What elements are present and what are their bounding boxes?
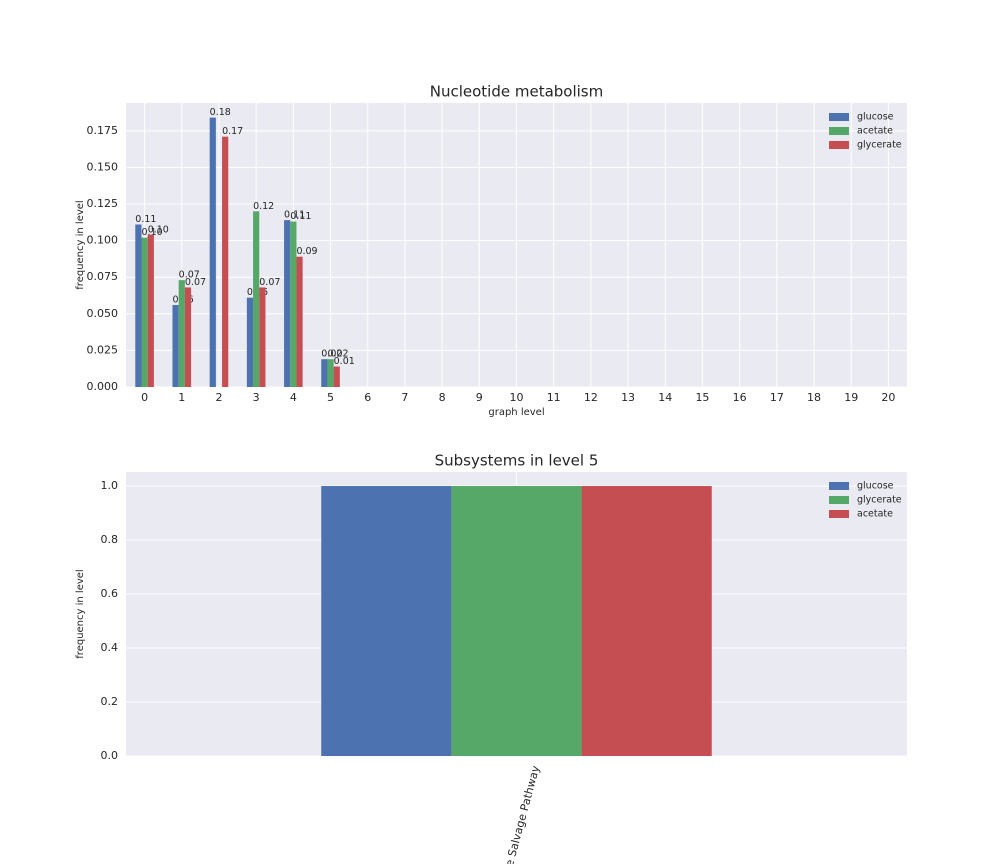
x-axis-label: graph level <box>488 407 544 418</box>
bar <box>147 234 154 387</box>
legend-swatch <box>829 141 849 149</box>
value-label: 0.17 <box>222 126 243 137</box>
x-tick-label: 20 <box>881 391 895 404</box>
bar <box>222 136 229 387</box>
legend-swatch <box>829 510 849 518</box>
bar <box>259 287 266 387</box>
y-tick-label: 0.000 <box>87 380 119 393</box>
value-label: 0.10 <box>148 224 169 235</box>
value-label: 0.18 <box>210 107 231 118</box>
bar <box>284 220 291 387</box>
x-tick-label: 3 <box>253 391 260 404</box>
x-tick-label: 8 <box>439 391 446 404</box>
value-label: 0.11 <box>135 214 156 225</box>
bar <box>172 305 179 387</box>
y-tick-label: 0.100 <box>87 234 119 247</box>
x-tick-label: 15 <box>695 391 709 404</box>
chart-title: Subsystems in level 5 <box>435 452 599 470</box>
y-tick-label: 0.125 <box>87 197 119 210</box>
legend-swatch <box>829 496 849 504</box>
y-tick-label: 0.4 <box>101 641 119 654</box>
legend-label: glucose <box>857 112 894 123</box>
x-tick-label: 12 <box>584 391 598 404</box>
y-tick-label: 0.8 <box>101 533 119 546</box>
bar <box>135 224 142 387</box>
legend-swatch <box>829 113 849 121</box>
x-tick-label: 13 <box>621 391 635 404</box>
x-tick-label: 6 <box>364 391 371 404</box>
bar <box>333 366 340 387</box>
x-tick-label: 4 <box>290 391 297 404</box>
value-label: 0.01 <box>334 356 355 367</box>
bar <box>253 211 260 387</box>
x-tick-label: 5 <box>327 391 334 404</box>
y-tick-label: 0.6 <box>101 587 119 600</box>
bar <box>246 297 254 387</box>
bar <box>290 221 297 387</box>
bar <box>209 117 216 388</box>
legend-swatch <box>829 482 849 490</box>
legend-label: acetate <box>857 509 893 520</box>
value-label: 0.11 <box>290 211 311 222</box>
bar <box>321 359 328 387</box>
x-tick-label: 0 <box>141 391 148 404</box>
y-tick-label: 0.0 <box>101 749 119 762</box>
value-label: 0.10 <box>141 227 162 238</box>
x-tick-label: 19 <box>844 391 858 404</box>
x-tick-label: e Salvage Pathway <box>503 764 543 864</box>
value-label: 0.09 <box>296 246 317 257</box>
legend-label: glycerate <box>857 140 902 151</box>
x-tick-label: 1 <box>178 391 185 404</box>
x-tick-label: 7 <box>401 391 408 404</box>
bar <box>451 486 582 756</box>
x-tick-label: 14 <box>658 391 672 404</box>
value-label: 0.11 <box>284 210 305 221</box>
x-tick-label: 11 <box>547 391 561 404</box>
x-tick-label: 10 <box>510 391 524 404</box>
value-label: 0.02 <box>327 349 348 360</box>
x-tick-label: 16 <box>733 391 747 404</box>
y-tick-label: 0.150 <box>87 160 119 173</box>
legend-label: glycerate <box>857 495 902 506</box>
bar <box>321 486 452 756</box>
y-tick-label: 0.050 <box>87 307 119 320</box>
y-tick-label: 0.075 <box>87 270 119 283</box>
bar <box>184 287 192 387</box>
legend-label: glucose <box>857 481 894 492</box>
value-label: 0.12 <box>253 201 274 212</box>
x-tick-label: 17 <box>770 391 784 404</box>
x-tick-label: 2 <box>215 391 222 404</box>
legend-swatch <box>829 127 849 135</box>
bar <box>327 359 334 387</box>
x-tick-label: 18 <box>807 391 821 404</box>
y-tick-label: 1.0 <box>101 479 119 492</box>
bar <box>178 280 185 387</box>
y-axis-label: frequency in level <box>75 569 86 658</box>
y-tick-label: 0.2 <box>101 695 119 708</box>
y-axis-label: frequency in level <box>75 200 86 289</box>
bar <box>581 486 712 756</box>
value-label: 0.02 <box>321 349 342 360</box>
value-label: 0.07 <box>179 270 200 281</box>
value-label: 0.07 <box>185 277 206 288</box>
legend-label: acetate <box>857 126 893 137</box>
value-label: 0.07 <box>259 277 280 288</box>
bar <box>141 237 148 387</box>
x-tick-label: 9 <box>476 391 483 404</box>
y-tick-label: 0.175 <box>87 124 119 137</box>
bar <box>296 256 303 387</box>
y-tick-label: 0.025 <box>87 343 119 356</box>
chart-title: Nucleotide metabolism <box>430 83 604 101</box>
